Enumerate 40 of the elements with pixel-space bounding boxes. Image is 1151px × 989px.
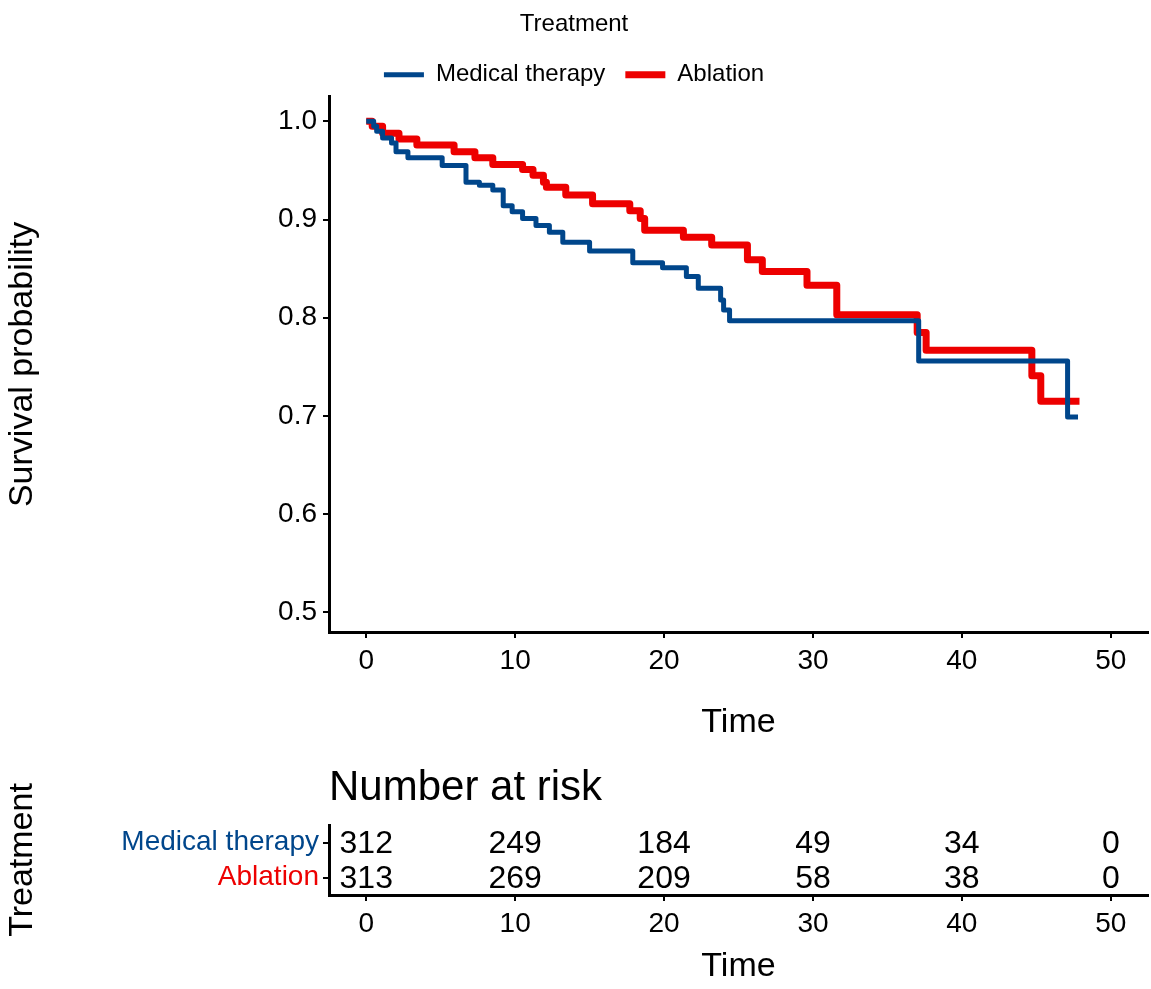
data-label: 313 [339, 859, 393, 896]
x-tick-label: 30 [797, 906, 829, 938]
y-tick-label: 0.5 [278, 595, 317, 627]
x-tick-label: 40 [946, 906, 978, 938]
x-tick-label: 20 [648, 906, 680, 938]
y-tick-label: 0.8 [278, 300, 317, 332]
x-tick-label: 10 [499, 906, 531, 938]
x-tick-label: 40 [946, 643, 978, 675]
data-label: 0 [1101, 824, 1120, 861]
x-tick-label: 30 [797, 643, 829, 675]
x-tick-label: 0 [358, 643, 375, 675]
x-tick-label: 50 [1095, 643, 1127, 675]
data-label: 269 [488, 859, 542, 896]
data-label: 0 [1101, 859, 1120, 896]
legend-label: Ablation [677, 59, 765, 87]
y-tick-label: 0.7 [278, 398, 317, 430]
data-label: 38 [944, 859, 980, 896]
chart-title: Number at risk [329, 762, 604, 809]
legend-label: Medical therapy [435, 59, 606, 87]
x-tick-label: 20 [648, 643, 680, 675]
data-label: 209 [637, 859, 691, 896]
y-tick-label: Medical therapy [121, 825, 319, 857]
legend-title: Treatment [519, 8, 629, 36]
x-axis-title: Time [701, 700, 776, 739]
y-axis-title: Survival probability [0, 221, 39, 508]
data-label: 312 [339, 824, 393, 861]
y-tick-label: 0.9 [278, 202, 317, 234]
y-tick-label: Ablation [217, 860, 319, 892]
y-tick-label: 0.6 [278, 496, 317, 528]
data-label: 58 [795, 859, 831, 896]
x-axis-title: Time [701, 944, 776, 983]
data-label: 184 [637, 824, 691, 861]
data-label: 49 [795, 824, 831, 861]
x-tick-label: 50 [1095, 906, 1127, 938]
data-label: 249 [488, 824, 542, 861]
y-axis-title: Treatment [0, 782, 39, 937]
data-label: 34 [944, 824, 980, 861]
x-tick-label: 0 [358, 906, 375, 938]
x-tick-label: 10 [499, 643, 531, 675]
y-tick-label: 1.0 [278, 104, 317, 136]
